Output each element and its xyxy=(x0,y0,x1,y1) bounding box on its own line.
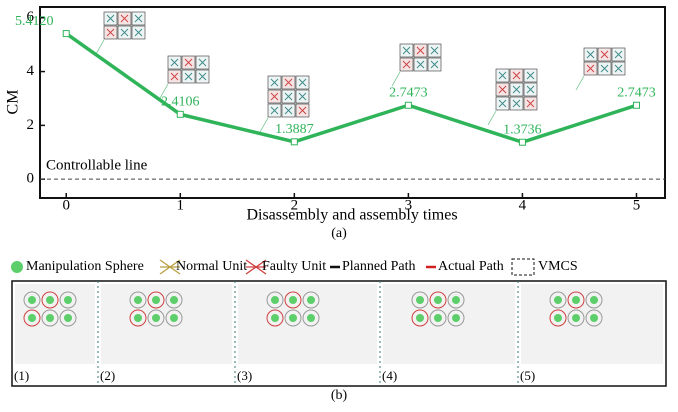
sphere xyxy=(271,296,279,304)
legend-swatch xyxy=(11,261,23,273)
data-line xyxy=(66,34,636,143)
value-label: 1.3736 xyxy=(503,122,542,137)
sphere xyxy=(307,296,315,304)
value-label: 2.7473 xyxy=(617,85,656,100)
panel-label: (2) xyxy=(100,368,115,383)
sphere xyxy=(46,296,54,304)
sphere xyxy=(28,296,36,304)
x-tick-label: 3 xyxy=(405,197,413,213)
sphere xyxy=(64,296,72,304)
inset-connector xyxy=(576,76,584,90)
legend-label: VMCS xyxy=(538,259,578,274)
sphere xyxy=(152,296,160,304)
legend-label: Planned Path xyxy=(342,259,416,274)
y-tick-label: 0 xyxy=(27,171,35,187)
sphere xyxy=(134,296,142,304)
value-label: 1.3887 xyxy=(275,122,314,137)
value-label: 5.4120 xyxy=(15,14,54,29)
sphere xyxy=(416,314,424,322)
sphere xyxy=(452,296,460,304)
sphere xyxy=(170,314,178,322)
figure: CM Disassembly and assembly times (a) (b… xyxy=(0,0,678,407)
value-label: 2.4106 xyxy=(161,95,200,110)
sphere xyxy=(28,314,36,322)
caption-b: (b) xyxy=(331,388,348,403)
legend-label: Faulty Unit xyxy=(262,259,326,274)
y-tick-label: 4 xyxy=(27,63,35,79)
x-tick-label: 1 xyxy=(177,197,185,213)
sphere xyxy=(416,296,424,304)
sphere xyxy=(554,296,562,304)
legend-label: Manipulation Sphere xyxy=(26,259,144,274)
legend-label: Normal Unit xyxy=(176,259,247,274)
sphere xyxy=(572,296,580,304)
data-point xyxy=(177,111,183,117)
data-point xyxy=(519,139,525,145)
panel-label: (5) xyxy=(520,368,535,383)
panel-label: (4) xyxy=(382,368,397,383)
x-tick-label: 0 xyxy=(62,197,70,213)
caption-a: (a) xyxy=(331,226,347,241)
data-point xyxy=(633,102,639,108)
y-tick-label: 2 xyxy=(27,117,35,133)
data-point xyxy=(405,102,411,108)
sphere xyxy=(134,314,142,322)
sphere xyxy=(572,314,580,322)
data-point xyxy=(63,31,69,37)
data-point xyxy=(291,139,297,145)
x-tick-label: 4 xyxy=(519,197,527,213)
legend-label: Actual Path xyxy=(438,259,504,274)
panel-label: (3) xyxy=(237,368,252,383)
sphere xyxy=(590,314,598,322)
inset-connector xyxy=(260,118,268,132)
sphere xyxy=(590,296,598,304)
inset-connector xyxy=(96,40,104,54)
inset-connector xyxy=(488,111,496,125)
sphere xyxy=(271,314,279,322)
sphere xyxy=(170,296,178,304)
panel-bg xyxy=(238,284,377,364)
x-tick-label: 5 xyxy=(633,197,641,213)
sphere xyxy=(554,314,562,322)
reference-label: Controllable line xyxy=(46,158,148,174)
y-axis-label: CM xyxy=(5,90,22,115)
sphere xyxy=(289,314,297,322)
sphere xyxy=(46,314,54,322)
sphere xyxy=(289,296,297,304)
value-label: 2.7473 xyxy=(389,85,428,100)
inset-connector xyxy=(392,72,400,86)
x-tick-label: 2 xyxy=(291,197,299,213)
sphere xyxy=(434,314,442,322)
sphere xyxy=(452,314,460,322)
sphere xyxy=(64,314,72,322)
panel-bg xyxy=(521,284,663,364)
x-axis-label: Disassembly and assembly times xyxy=(246,207,457,224)
sphere xyxy=(434,296,442,304)
panel-label: (1) xyxy=(14,368,29,383)
sphere xyxy=(307,314,315,322)
legend-swatch xyxy=(512,259,534,275)
decorations xyxy=(96,12,625,132)
sphere xyxy=(152,314,160,322)
